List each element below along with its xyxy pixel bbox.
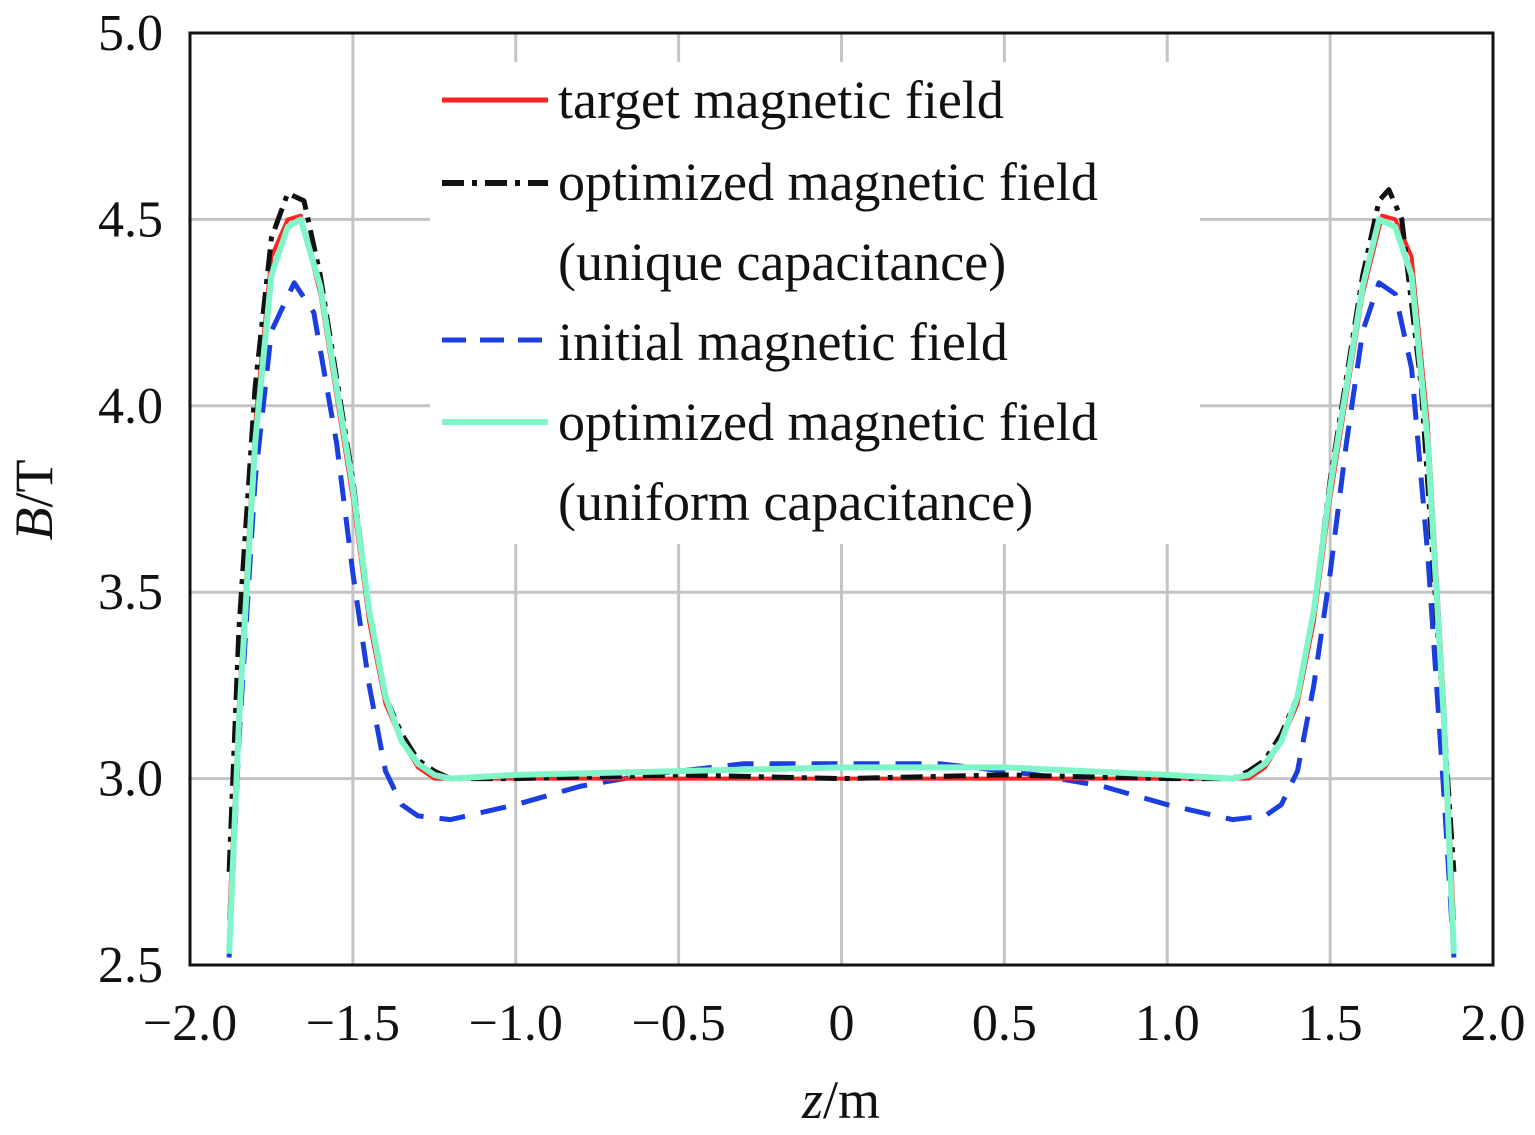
- plot-frame: [188, 31, 1495, 967]
- x-tick-label: 1.0: [1135, 995, 1200, 1052]
- y-tick-label: 4.0: [98, 378, 163, 435]
- y-tick-label: 5.0: [98, 5, 163, 62]
- x-tick-label: −1.5: [306, 995, 400, 1052]
- x-tick-label: 0: [829, 995, 855, 1052]
- legend-label-optimized-uniform-line2: (uniform capacitance): [558, 472, 1033, 532]
- series-layer: [226, 187, 1457, 958]
- legend: target magnetic field optimized magnetic…: [430, 62, 1200, 544]
- series-optimized-unique-line: [226, 187, 1457, 872]
- series-initial-line: [226, 280, 1457, 958]
- legend-label-target: target magnetic field: [558, 70, 1004, 130]
- x-axis-label: z/m: [801, 1070, 880, 1130]
- legend-label-optimized-unique: optimized magnetic field: [558, 152, 1098, 212]
- y-tick-label: 3.0: [98, 751, 163, 808]
- legend-background: [430, 62, 1200, 544]
- x-tick-label: −0.5: [631, 995, 725, 1052]
- x-tick-label: 1.5: [1298, 995, 1363, 1052]
- legend-label-initial: initial magnetic field: [558, 312, 1008, 372]
- legend-label-optimized-uniform: optimized magnetic field: [558, 392, 1098, 452]
- y-tick-label: 3.5: [98, 564, 163, 621]
- x-tick-label: 0.5: [972, 995, 1037, 1052]
- x-tick-labels: −2.0 −1.5 −1.0 −0.5 0 0.5 1.0 1.5 2.0: [143, 995, 1526, 1052]
- y-tick-label: 4.5: [98, 191, 163, 248]
- y-tick-labels: 2.5 3.0 3.5 4.0 4.5 5.0: [98, 5, 163, 994]
- y-axis-label: B/T: [4, 459, 64, 540]
- series-optimized-uniform-line: [226, 216, 1457, 954]
- x-tick-label: −2.0: [143, 995, 237, 1052]
- x-tick-label: −1.0: [469, 995, 563, 1052]
- x-tick-label: 2.0: [1461, 995, 1526, 1052]
- y-tick-label: 2.5: [98, 937, 163, 994]
- legend-label-optimized-unique-line2: (unique capacitance): [558, 232, 1006, 292]
